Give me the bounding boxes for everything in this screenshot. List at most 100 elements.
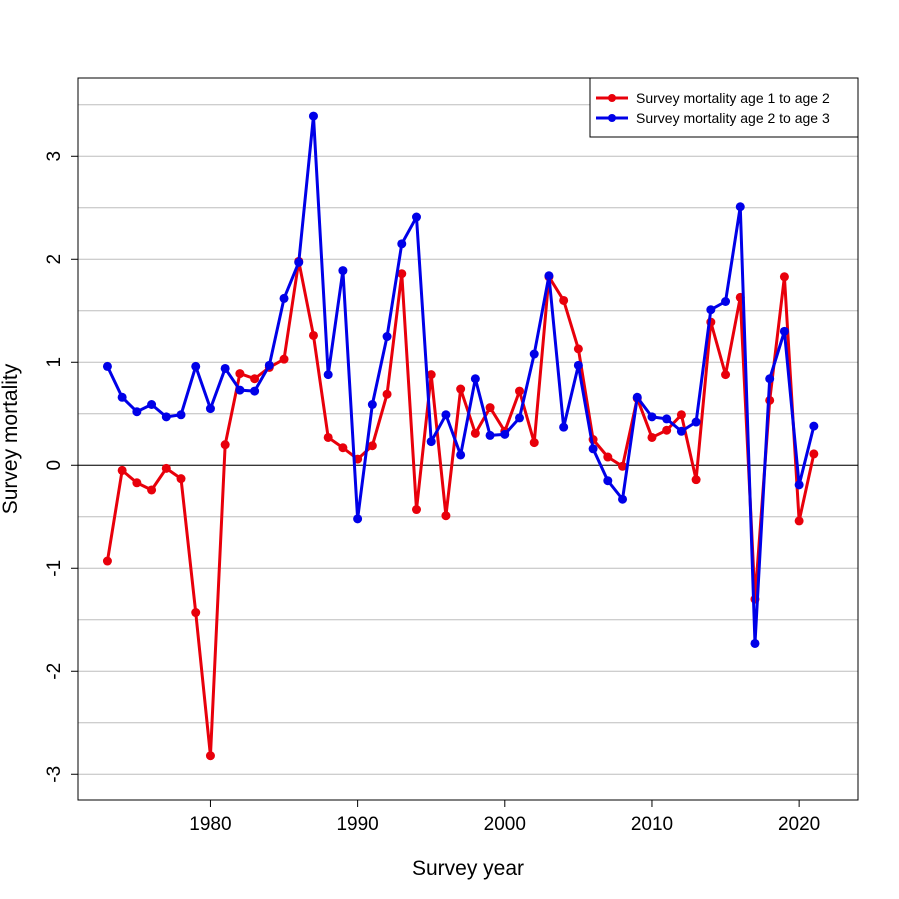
data-point [426, 437, 436, 447]
data-point [676, 410, 686, 420]
data-point [691, 417, 701, 427]
data-point [618, 494, 628, 504]
series-1 [102, 256, 819, 761]
data-point [117, 392, 127, 402]
y-tick-label: 3 [44, 151, 65, 162]
data-point [367, 441, 377, 451]
data-point [779, 326, 789, 336]
data-point [691, 475, 701, 485]
legend-marker-red [608, 94, 616, 102]
data-point [441, 511, 451, 521]
x-tick-label: 2020 [778, 814, 820, 835]
data-point [485, 403, 495, 413]
y-tick-label: -2 [44, 663, 65, 680]
data-point [411, 505, 421, 515]
data-point [573, 360, 583, 370]
y-tick-label: -1 [44, 560, 65, 577]
data-point [308, 111, 318, 121]
plot-frame [77, 77, 859, 801]
data-point [515, 413, 525, 423]
data-point [308, 330, 318, 340]
data-point [662, 425, 672, 435]
series-2 [102, 111, 819, 648]
data-point [235, 385, 245, 395]
data-point [735, 202, 745, 212]
data-point [647, 412, 657, 422]
data-point [176, 474, 186, 484]
data-point [279, 293, 289, 303]
data-point [411, 212, 421, 222]
series-line [106, 114, 816, 645]
data-point [456, 450, 466, 460]
x-tick-label: 1980 [189, 814, 231, 835]
data-point [662, 414, 672, 424]
x-axis-label: Survey year [412, 857, 524, 880]
legend: Survey mortality age 1 to age 2 Survey m… [589, 77, 859, 138]
data-point [559, 422, 569, 432]
data-point [220, 440, 230, 450]
data-point [765, 374, 775, 384]
data-point [485, 430, 495, 440]
data-point [618, 461, 628, 471]
data-point [117, 465, 127, 475]
legend-box [589, 77, 859, 138]
data-point [529, 349, 539, 359]
data-point [559, 295, 569, 305]
y-tick-label: 2 [44, 254, 65, 265]
data-point [338, 266, 348, 276]
data-point [456, 384, 466, 394]
data-point [161, 463, 171, 473]
data-point [147, 485, 157, 495]
data-point [809, 449, 819, 459]
data-point [632, 392, 642, 402]
data-point [721, 297, 731, 307]
data-point [382, 389, 392, 399]
data-point [367, 399, 377, 409]
data-point [250, 374, 260, 384]
data-point [794, 480, 804, 490]
data-point [102, 556, 112, 566]
data-point [147, 399, 157, 409]
data-point [721, 370, 731, 380]
data-point [500, 429, 510, 439]
data-point [323, 370, 333, 380]
data-point [353, 514, 363, 524]
data-point [205, 751, 215, 761]
data-point [515, 386, 525, 396]
data-point [470, 374, 480, 384]
data-point [279, 354, 289, 364]
data-point [323, 432, 333, 442]
legend-label-blue: Survey mortality age 2 to age 3 [636, 110, 830, 126]
data-point [397, 269, 407, 279]
y-tick-label: -3 [44, 766, 65, 783]
data-point [676, 426, 686, 436]
data-point [191, 608, 201, 618]
data-point [750, 638, 760, 648]
series-group [102, 111, 819, 761]
data-point [191, 361, 201, 371]
data-point [220, 363, 230, 373]
data-point [264, 360, 274, 370]
data-point [397, 239, 407, 249]
x-tick-label: 2000 [484, 814, 526, 835]
data-point [132, 407, 142, 417]
data-point [132, 478, 142, 488]
data-point [588, 444, 598, 454]
legend-marker-blue [608, 114, 616, 122]
data-point [102, 361, 112, 371]
x-axis: 1980 1990 2000 2010 2020 [189, 800, 820, 835]
x-tick-label: 1990 [336, 814, 378, 835]
y-axis: -3 -2 -1 0 1 2 3 [44, 151, 78, 783]
data-point [573, 344, 583, 354]
data-point [470, 428, 480, 438]
data-point [176, 410, 186, 420]
data-point [794, 516, 804, 526]
y-axis-label: Survey mortality [0, 363, 22, 514]
data-point [603, 452, 613, 462]
data-point [441, 410, 451, 420]
data-point [603, 476, 613, 486]
data-point [205, 404, 215, 414]
data-point [647, 432, 657, 442]
x-tick-label: 2010 [631, 814, 673, 835]
